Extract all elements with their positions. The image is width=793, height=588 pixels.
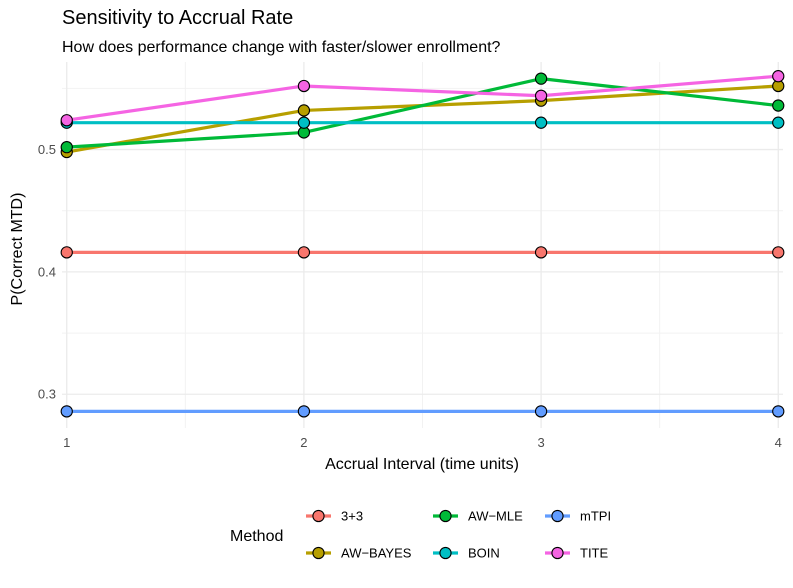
data-point-3-3 [534, 246, 548, 259]
y-tick-label: 0.5 [38, 142, 56, 157]
x-tick-label: 2 [300, 435, 307, 450]
legend-key-point-mtpi [551, 509, 564, 523]
data-point-boin [534, 116, 548, 129]
legend-label-tite: TITE [580, 546, 608, 561]
data-point-3-3 [772, 246, 785, 259]
data-point-tite [534, 89, 548, 102]
y-tick-label: 0.4 [38, 264, 56, 279]
x-tick-label: 4 [775, 435, 782, 450]
legend-key-point-3-3 [312, 509, 325, 523]
x-tick-label: 1 [63, 435, 70, 450]
legend-label-aw-bayes: AW−BAYES [341, 546, 412, 561]
x-tick-labels: 1 2 3 4 [63, 435, 782, 450]
legend-title: Method [230, 528, 283, 545]
x-axis-title: Accrual Interval (time units) [325, 456, 519, 473]
legend-key-point-tite [551, 546, 564, 560]
data-point-mtpi [772, 405, 785, 418]
y-axis-title: P(Correct MTD) [9, 193, 26, 306]
data-point-mtpi [60, 405, 73, 418]
series-line-aw-mle [66, 77, 779, 149]
legend-key-point-boin [439, 546, 452, 560]
legend-key-point-aw-bayes [312, 546, 325, 560]
legend-label-boin: BOIN [468, 546, 500, 561]
legend: Method 3+3 AW−BAYES AW−MLE BOIN mTPI TITE [230, 509, 611, 561]
data-point-mtpi [297, 405, 311, 418]
data-point-aw-mle [534, 72, 548, 85]
data-point-aw-mle [60, 140, 73, 154]
data-point-tite [60, 114, 73, 127]
legend-label-3-3: 3+3 [341, 509, 363, 524]
y-tick-labels: 0.3 0.4 0.5 [38, 142, 56, 402]
data-point-tite [772, 70, 785, 83]
chart-title: Sensitivity to Accrual Rate [62, 7, 293, 29]
x-tick-label: 3 [537, 435, 544, 450]
data-point-3-3 [297, 246, 311, 259]
data-point-boin [772, 116, 785, 129]
data-point-boin [297, 116, 311, 129]
series-points [60, 70, 785, 418]
data-point-aw-bayes [297, 104, 311, 117]
data-point-3-3 [60, 246, 73, 259]
chart-subtitle: How does performance change with faster/… [62, 39, 501, 56]
grid [62, 62, 783, 428]
legend-label-aw-mle: AW−MLE [468, 509, 523, 524]
series-line-tite [66, 74, 779, 122]
data-point-aw-mle [772, 99, 785, 112]
y-tick-label: 0.3 [38, 387, 56, 402]
data-point-tite [297, 79, 311, 93]
legend-label-mtpi: mTPI [580, 509, 611, 524]
series-lines [66, 74, 779, 413]
legend-key-point-aw-mle [439, 509, 452, 523]
data-point-mtpi [534, 405, 548, 418]
